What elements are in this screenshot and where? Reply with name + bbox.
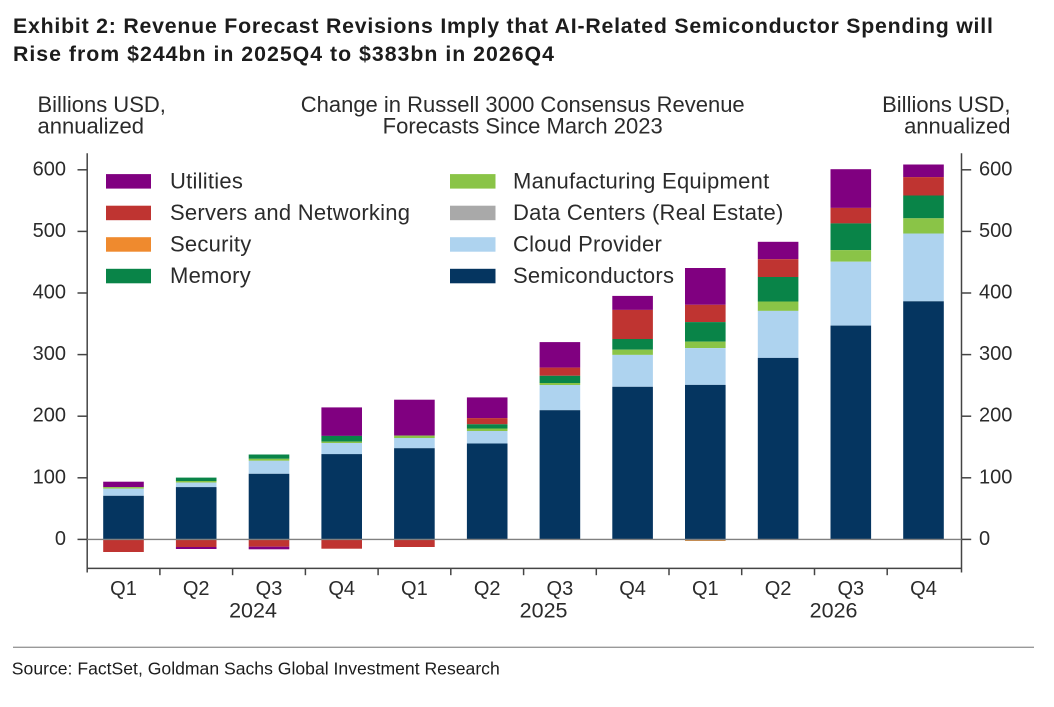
svg-text:Semiconductors: Semiconductors <box>513 263 674 288</box>
svg-text:Utilities: Utilities <box>170 168 243 193</box>
svg-text:annualized: annualized <box>904 114 1010 139</box>
svg-text:Billions USD,: Billions USD, <box>38 92 166 117</box>
svg-text:2026: 2026 <box>810 598 858 622</box>
svg-text:100: 100 <box>33 466 66 488</box>
svg-text:Q2: Q2 <box>474 578 501 600</box>
svg-text:Q3: Q3 <box>547 578 574 600</box>
svg-text:300: 300 <box>33 343 66 365</box>
svg-text:Cloud Provider: Cloud Provider <box>513 232 662 257</box>
svg-text:200: 200 <box>33 405 66 427</box>
svg-text:Q1: Q1 <box>401 578 428 600</box>
svg-text:Q3: Q3 <box>837 578 864 600</box>
svg-text:300: 300 <box>979 343 1012 365</box>
svg-text:Q4: Q4 <box>619 578 646 600</box>
svg-text:500: 500 <box>33 220 66 242</box>
svg-text:Change in Russell 3000 Consens: Change in Russell 3000 Consensus Revenue <box>301 92 745 117</box>
svg-text:Q4: Q4 <box>910 578 937 600</box>
svg-text:Q1: Q1 <box>110 578 137 600</box>
svg-text:Data Centers (Real Estate): Data Centers (Real Estate) <box>513 200 784 225</box>
svg-text:600: 600 <box>979 158 1012 180</box>
svg-text:400: 400 <box>979 282 1012 304</box>
svg-text:Source: FactSet, Goldman Sachs: Source: FactSet, Goldman Sachs Global In… <box>12 659 500 679</box>
svg-text:Q2: Q2 <box>765 578 792 600</box>
svg-text:Forecasts Since March 2023: Forecasts Since March 2023 <box>383 114 663 139</box>
svg-text:Manufacturing Equipment: Manufacturing Equipment <box>513 168 769 193</box>
svg-text:0: 0 <box>55 528 66 550</box>
svg-text:Exhibit 2: Revenue Forecast Re: Exhibit 2: Revenue Forecast Revisions Im… <box>13 14 994 38</box>
svg-text:400: 400 <box>33 282 66 304</box>
svg-text:Q4: Q4 <box>328 578 355 600</box>
svg-text:600: 600 <box>33 158 66 180</box>
svg-text:Q1: Q1 <box>692 578 719 600</box>
svg-text:Memory: Memory <box>170 263 251 288</box>
svg-text:annualized: annualized <box>38 114 144 139</box>
svg-text:0: 0 <box>979 528 990 550</box>
svg-text:2025: 2025 <box>520 598 568 622</box>
svg-text:2024: 2024 <box>229 598 277 622</box>
svg-text:Servers and Networking: Servers and Networking <box>170 200 410 225</box>
svg-text:500: 500 <box>979 220 1012 242</box>
svg-text:Q3: Q3 <box>256 578 283 600</box>
svg-text:Rise from $244bn in 2025Q4 to: Rise from $244bn in 2025Q4 to $383bn in … <box>13 42 555 66</box>
svg-text:Q2: Q2 <box>183 578 210 600</box>
svg-text:200: 200 <box>979 405 1012 427</box>
svg-text:100: 100 <box>979 466 1012 488</box>
svg-text:Security: Security <box>170 232 251 257</box>
svg-text:Billions USD,: Billions USD, <box>882 92 1010 117</box>
